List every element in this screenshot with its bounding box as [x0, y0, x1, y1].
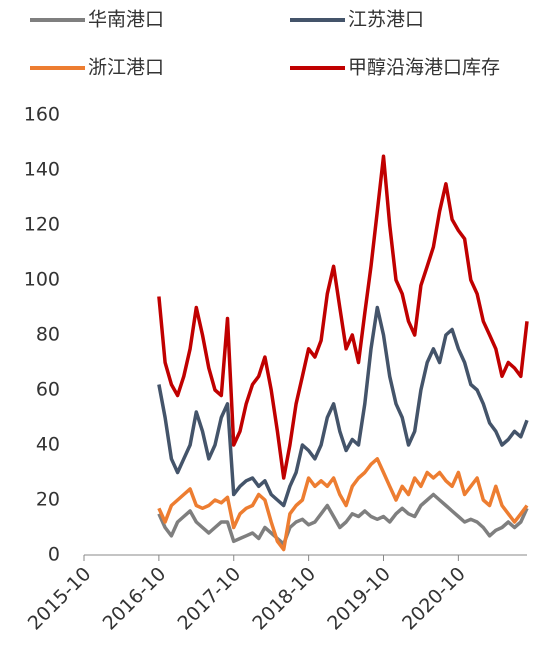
legend-label: 甲醇沿海港口库存: [348, 57, 500, 79]
y-tick-label: 20: [36, 489, 60, 511]
x-tick-label: 2018-10: [248, 563, 320, 635]
y-tick-label: 0: [48, 544, 60, 566]
legend-label: 浙江港口: [88, 57, 164, 79]
y-tick-label: 80: [36, 324, 60, 346]
y-tick-label: 40: [36, 434, 60, 456]
x-tick-label: 2019-10: [323, 563, 395, 635]
x-tick-label: 2017-10: [173, 563, 245, 635]
y-tick-label: 100: [24, 269, 60, 291]
series-line: [157, 457, 529, 552]
y-tick-label: 60: [36, 379, 60, 401]
series-line: [157, 305, 529, 508]
y-tick-label: 140: [24, 159, 60, 181]
legend-label: 华南港口: [88, 9, 164, 31]
series-line: [157, 154, 529, 480]
y-tick-label: 160: [24, 104, 60, 126]
series-line: [157, 492, 529, 546]
y-tick-label: 120: [24, 214, 60, 236]
x-tick-label: 2016-10: [99, 563, 171, 635]
x-tick-label: 2015-10: [24, 563, 96, 635]
x-tick-label: 2020-10: [398, 563, 470, 635]
legend-label: 江苏港口: [348, 9, 424, 31]
